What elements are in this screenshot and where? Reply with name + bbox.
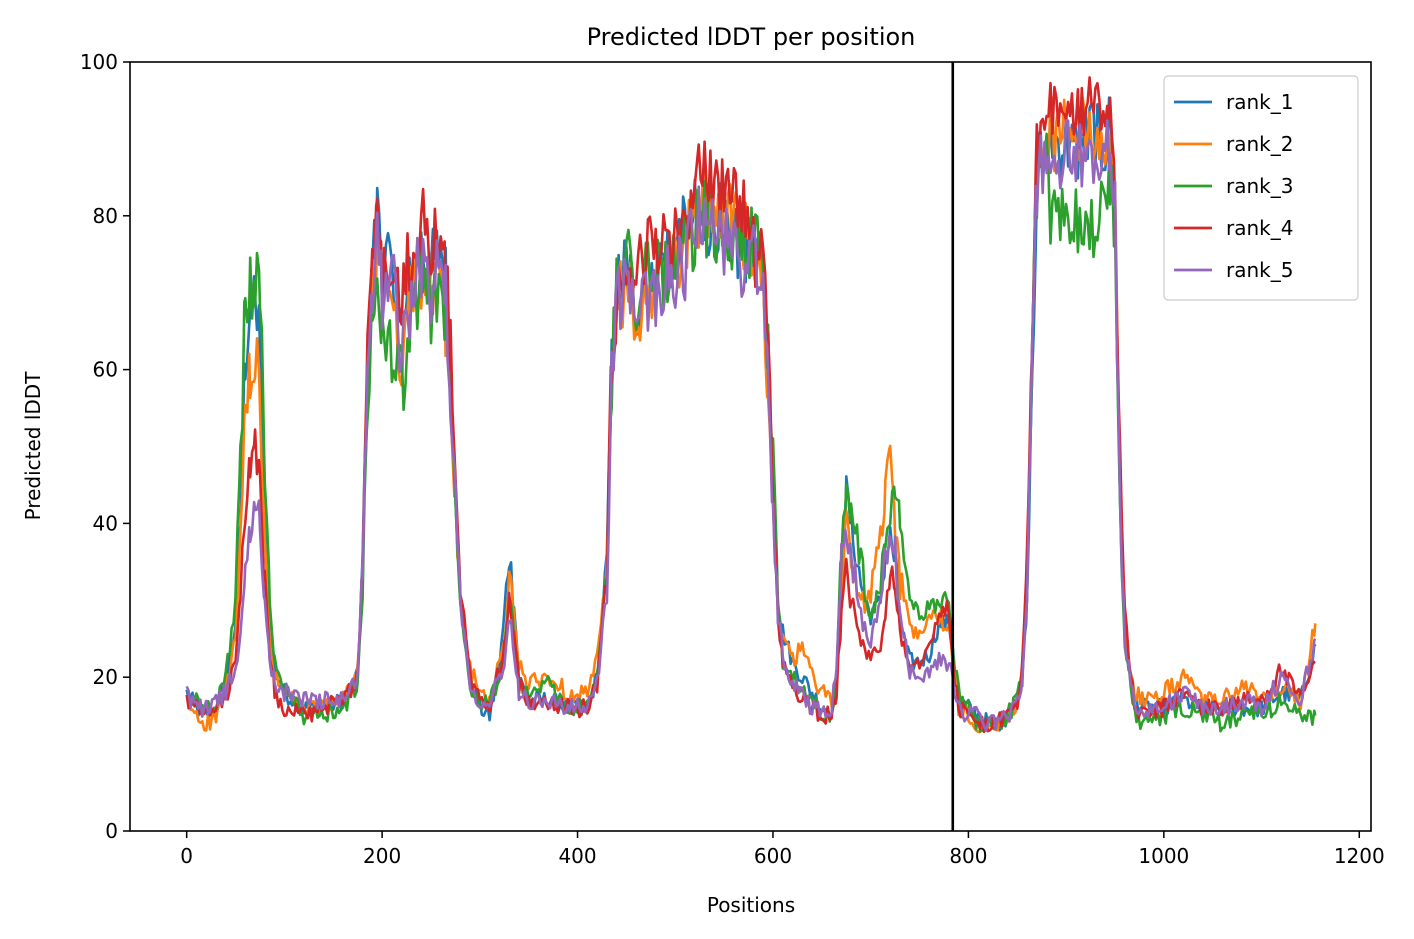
y-axis-label: Predicted lDDT	[21, 371, 45, 521]
y-tick-label: 40	[93, 511, 118, 535]
y-tick-label: 60	[93, 358, 118, 382]
plot-frame	[129, 61, 1372, 832]
legend: rank_1 rank_2 rank_3 rank_4 rank_5	[1163, 75, 1359, 301]
legend-box	[1163, 75, 1359, 301]
x-tick-label: 0	[180, 844, 193, 868]
x-axis-label: Positions	[707, 893, 795, 917]
x-tick-label: 400	[558, 844, 596, 868]
legend-label-rank_4: rank_4	[1226, 216, 1293, 240]
plot-lines	[185, 76, 1317, 734]
legend-label-rank_1: rank_1	[1226, 90, 1293, 114]
y-axis: 0 20 40 60 80 100	[80, 50, 130, 843]
x-tick-label: 600	[754, 844, 792, 868]
y-tick-label: 80	[93, 204, 118, 228]
y-tick-label: 20	[93, 665, 118, 689]
x-axis: 0 200 400 600 800 1000 1200	[180, 831, 1385, 868]
legend-label-rank_5: rank_5	[1226, 258, 1293, 282]
legend-label-rank_3: rank_3	[1226, 174, 1293, 198]
x-tick-label: 800	[949, 844, 987, 868]
x-tick-label: 1200	[1334, 844, 1385, 868]
x-tick-label: 200	[363, 844, 401, 868]
chart-title: Predicted lDDT per position	[587, 23, 916, 51]
y-tick-label: 100	[80, 50, 118, 74]
legend-label-rank_2: rank_2	[1226, 132, 1293, 156]
x-tick-label: 1000	[1138, 844, 1189, 868]
series-line-rank_5	[185, 119, 1317, 733]
y-tick-label: 0	[105, 819, 118, 843]
